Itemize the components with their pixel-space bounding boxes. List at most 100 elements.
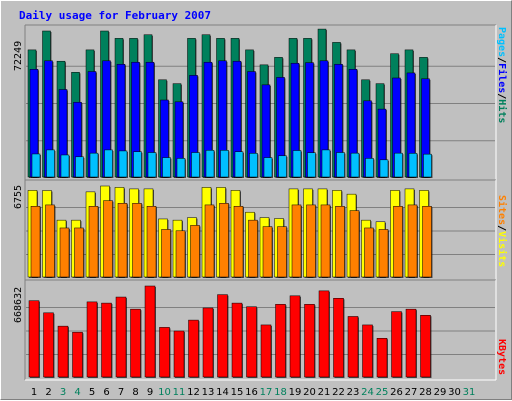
sites-bar xyxy=(204,204,215,278)
pages-bar xyxy=(75,156,84,178)
sites-bar xyxy=(262,226,273,278)
day-label: 16 xyxy=(245,387,258,398)
pages-bar xyxy=(176,158,186,178)
day-label: 6 xyxy=(103,387,109,398)
pages-bar xyxy=(60,154,70,178)
day-label: 30 xyxy=(448,387,461,398)
kbytes-bar xyxy=(318,290,330,378)
day-label: 9 xyxy=(147,387,153,398)
day-label: 18 xyxy=(274,387,287,398)
kbytes-bar xyxy=(159,327,170,378)
kbytes-bar xyxy=(420,315,431,378)
kbytes-bar xyxy=(246,306,257,378)
pages-bar xyxy=(263,157,273,178)
pages-bar xyxy=(408,153,418,178)
sites-bar xyxy=(74,227,84,278)
day-label: 31 xyxy=(463,387,476,398)
kbytes-bar xyxy=(28,300,40,378)
kbytes-bar xyxy=(173,330,185,378)
day-label: 8 xyxy=(132,387,138,398)
pages-bar xyxy=(31,153,41,178)
pages-bar xyxy=(191,152,200,178)
day-label: 13 xyxy=(202,387,215,398)
sites-bar xyxy=(277,226,287,278)
kbytes-bar xyxy=(275,304,286,378)
chart-title: Daily usage for February 2007 xyxy=(19,9,212,22)
kbytes-bar xyxy=(260,324,272,378)
kbytes-bar xyxy=(289,295,301,378)
pages-bar xyxy=(118,150,128,178)
kbytes-bar xyxy=(101,302,112,378)
sites-bar xyxy=(349,210,360,278)
day-label: 28 xyxy=(419,387,432,398)
sites-bar xyxy=(146,206,157,278)
kbytes-bar xyxy=(188,319,199,378)
sites-bar xyxy=(59,227,70,278)
pages-bar xyxy=(46,149,55,178)
sites-bar xyxy=(422,206,432,278)
sites-bar xyxy=(393,206,403,278)
pages-bar xyxy=(423,153,432,178)
pages-bar xyxy=(321,149,331,178)
sites-bar xyxy=(248,219,258,278)
pages-bar xyxy=(336,152,345,178)
kbytes-bar xyxy=(86,301,98,378)
sites-bar xyxy=(88,206,99,278)
sites-bar xyxy=(30,206,41,278)
kbytes-bar xyxy=(130,308,141,378)
kbytes-bar xyxy=(202,307,214,378)
sites-bar xyxy=(45,204,55,278)
pages-bar xyxy=(379,159,389,178)
kbytes-bar xyxy=(333,298,344,378)
kbytes-bar xyxy=(376,338,388,378)
kbytes-bar xyxy=(405,308,417,378)
pages-bar xyxy=(162,157,171,178)
day-label: 25 xyxy=(376,387,389,398)
pages-bar xyxy=(278,155,287,178)
day-label: 7 xyxy=(118,387,124,398)
pages-bar xyxy=(350,152,360,178)
sites-bar xyxy=(117,203,128,278)
kbytes-bar xyxy=(304,304,315,378)
day-label: 4 xyxy=(74,387,80,398)
sites-bar xyxy=(291,204,302,278)
pages-bar xyxy=(205,150,215,178)
sites-bar xyxy=(335,206,345,278)
day-label: 24 xyxy=(361,387,374,398)
sites-bar xyxy=(233,206,244,278)
sites-bar xyxy=(320,204,331,278)
kbytes-bar xyxy=(347,316,359,378)
day-label: 19 xyxy=(289,387,302,398)
day-label: 23 xyxy=(347,387,360,398)
kbytes-bar xyxy=(217,294,228,378)
kbytes-bar xyxy=(57,325,69,378)
day-label: 26 xyxy=(390,387,403,398)
day-label: 14 xyxy=(216,387,229,398)
kbytes-bar xyxy=(144,285,156,378)
day-label: 15 xyxy=(231,387,244,398)
kbytes-bar xyxy=(72,331,83,378)
kbytes-bar xyxy=(231,302,243,378)
day-label: 1 xyxy=(31,387,37,398)
kbytes-bar xyxy=(43,312,54,378)
day-label: 10 xyxy=(158,387,171,398)
sites-bar xyxy=(306,204,316,278)
day-label: 21 xyxy=(318,387,331,398)
sites-bar xyxy=(378,229,389,278)
day-label: 29 xyxy=(434,387,447,398)
pages-bar xyxy=(104,149,113,178)
day-label: 3 xyxy=(60,387,66,398)
sites-bar xyxy=(364,227,374,278)
sites-bar xyxy=(175,230,186,278)
day-label: 12 xyxy=(187,387,200,398)
pages-bar xyxy=(307,152,316,178)
sites-bar xyxy=(132,203,142,278)
pages-bar xyxy=(147,152,157,178)
sites-bar xyxy=(103,200,113,278)
pages-bar xyxy=(394,152,403,178)
sites-bar xyxy=(407,204,418,278)
day-label: 11 xyxy=(173,387,186,398)
day-label: 27 xyxy=(405,387,418,398)
